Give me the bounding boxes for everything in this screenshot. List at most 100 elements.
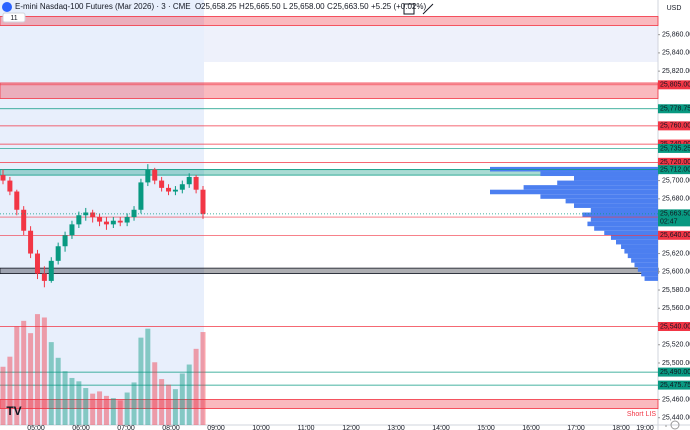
volume-bar xyxy=(117,400,123,425)
candle-body xyxy=(110,220,116,225)
change: +5.25 (+0.02%) xyxy=(371,2,426,11)
level-label-box xyxy=(658,104,690,114)
level-label-box xyxy=(658,322,690,332)
zone xyxy=(0,16,659,26)
ohlc-value: 25,658.25 xyxy=(201,2,237,11)
volume-bar xyxy=(41,317,47,425)
level-label: 25,778.75 xyxy=(660,106,690,113)
level-label-box xyxy=(658,230,690,240)
volume-bar xyxy=(172,389,178,425)
y-tick-label: 25,560.00 xyxy=(662,305,690,312)
zone xyxy=(0,399,659,409)
level-label-box xyxy=(658,157,690,167)
ohlc-value: 25,663.50 xyxy=(333,2,369,11)
profile-bar xyxy=(587,221,658,227)
logo: TV xyxy=(6,404,21,418)
candle-body xyxy=(193,176,199,190)
volume-bar xyxy=(83,388,89,425)
ohlc-key: L xyxy=(283,2,288,11)
x-tick-label: 09:00 xyxy=(207,425,225,430)
y-tick-label: 25,580.00 xyxy=(662,287,690,294)
candle-body xyxy=(14,191,20,210)
profile-bar xyxy=(627,253,658,259)
level-label-box xyxy=(658,143,690,153)
profile-bar xyxy=(637,267,658,272)
zone xyxy=(0,82,659,99)
candle-body xyxy=(34,253,40,274)
volume-bar xyxy=(7,356,13,425)
level-label: 25,720.00 xyxy=(660,159,690,166)
settings[interactable] xyxy=(670,420,680,430)
tool-line[interactable] xyxy=(422,3,434,15)
volume-bar xyxy=(179,373,185,425)
volume-bar xyxy=(69,377,75,425)
volume-bar xyxy=(28,333,34,425)
volume-bar xyxy=(14,326,20,425)
ohlc-key: H xyxy=(239,2,245,11)
candle-body xyxy=(97,217,103,222)
x-tick-label: 05:00 xyxy=(27,425,45,430)
volume-bar xyxy=(193,348,199,425)
volume-bar xyxy=(62,371,68,425)
x-tick-label: 17:00 xyxy=(567,425,585,430)
profile-bar xyxy=(616,239,658,245)
volume-bar xyxy=(90,393,96,425)
ohlc-key: O xyxy=(195,2,201,11)
level-label: 25,640.00 xyxy=(660,232,690,239)
tool-rect[interactable] xyxy=(403,3,415,15)
level-label-box xyxy=(658,165,690,175)
volume-bar xyxy=(55,357,61,425)
candle-body xyxy=(28,230,34,254)
profile-bar xyxy=(582,212,658,218)
candle-body xyxy=(0,175,6,181)
volume-bar xyxy=(48,342,54,425)
volume-bar xyxy=(103,395,109,425)
countdown: 02:47 xyxy=(660,219,678,226)
y-tick-label: 25,620.00 xyxy=(662,250,690,257)
x-tick-label: 15:00 xyxy=(477,425,495,430)
volume-bar xyxy=(159,379,165,425)
volume-bar xyxy=(152,362,158,425)
x-tick-label: 06:00 xyxy=(72,425,90,430)
volume-bar xyxy=(21,320,27,425)
y-tick-label: 25,520.00 xyxy=(662,342,690,349)
volume-bar xyxy=(76,381,82,425)
volume-bar xyxy=(34,314,40,425)
profile-bar xyxy=(540,171,658,177)
profile-bar xyxy=(523,185,658,190)
x-tick-label: 13:00 xyxy=(387,425,405,430)
profile-bar xyxy=(624,248,658,254)
profile-bar xyxy=(565,198,658,204)
symbol-icon[interactable] xyxy=(2,2,12,12)
candle-body xyxy=(138,182,144,210)
indicators-toggle[interactable] xyxy=(2,12,26,23)
volume-bar xyxy=(0,366,6,425)
level-label-box xyxy=(658,121,690,131)
candle-body xyxy=(172,189,178,192)
symbol: E-mini Nasdaq-100 Futures (Mar 2026) · 3… xyxy=(15,2,191,11)
profile-bar xyxy=(490,166,658,172)
y-tick-label: 25,820.00 xyxy=(662,68,690,75)
volume-bar xyxy=(166,384,172,425)
profile-bar xyxy=(604,230,658,236)
candle-body xyxy=(186,176,192,185)
level-label: 25,805.00 xyxy=(660,82,690,89)
volume-bar xyxy=(186,364,192,425)
profile-bar xyxy=(634,262,658,268)
candle-body xyxy=(117,220,123,223)
zone xyxy=(0,267,659,275)
profile-bar xyxy=(610,235,658,240)
currency: USD xyxy=(667,5,682,12)
ohlc-key: C xyxy=(327,2,333,11)
x-tick-label: 18:00 xyxy=(612,425,630,430)
volume-bar xyxy=(138,337,144,425)
candle-body xyxy=(200,189,206,214)
y-tick-label: 25,500.00 xyxy=(662,360,690,367)
x-tick-label: 10:00 xyxy=(252,425,270,430)
level-label-box xyxy=(658,80,690,90)
candle-body xyxy=(41,273,47,281)
candle-body xyxy=(90,212,96,218)
profile-bar xyxy=(641,271,658,277)
level-label: 25,540.00 xyxy=(660,323,690,330)
